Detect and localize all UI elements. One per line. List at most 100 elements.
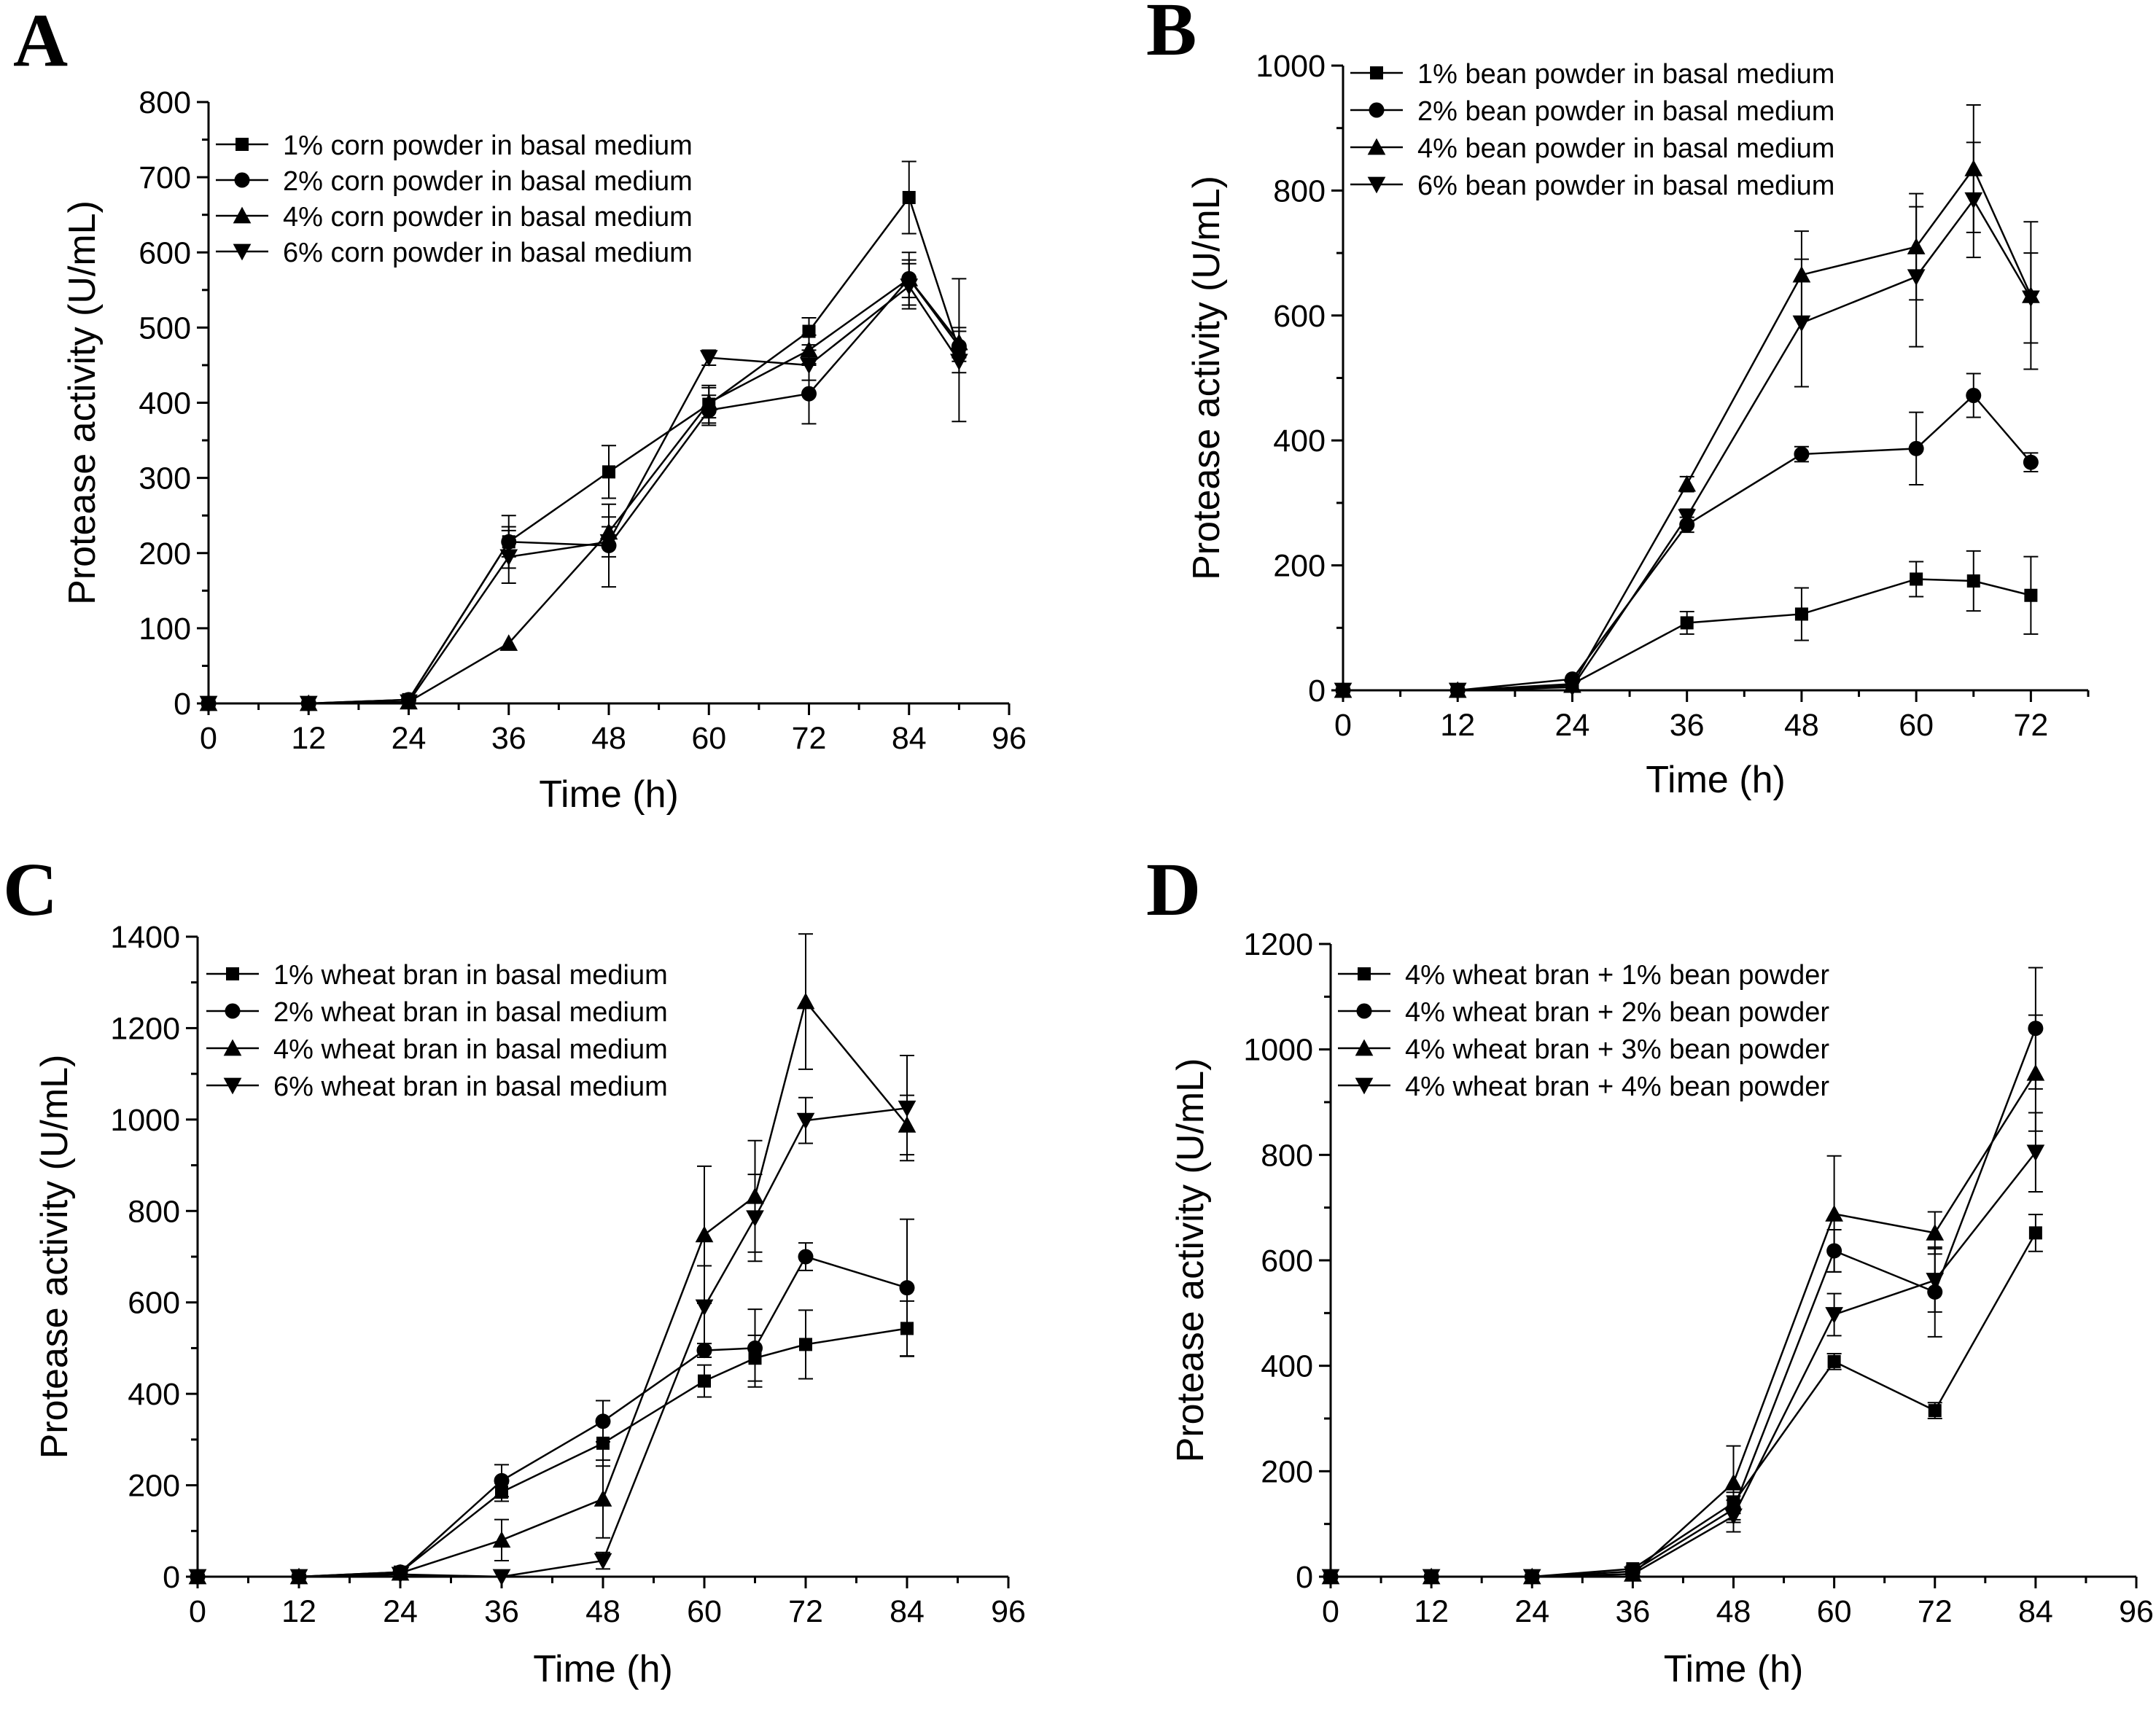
legend-label: 2% corn powder in basal medium	[283, 166, 693, 197]
y-tick-label: 700	[139, 160, 191, 195]
legend-marker	[1370, 66, 1383, 79]
data-point	[2024, 588, 2038, 602]
y-tick-label: 300	[139, 461, 191, 496]
y-tick-label: 400	[128, 1377, 180, 1412]
y-tick-label: 800	[139, 85, 191, 120]
data-point	[594, 1553, 612, 1570]
legend-label: 6% bean powder in basal medium	[1417, 171, 1834, 201]
legend-marker	[1355, 1039, 1374, 1056]
y-tick-label: 0	[1296, 1560, 1313, 1595]
data-point	[199, 695, 218, 713]
legend-label: 4% wheat bran + 4% bean powder	[1405, 1072, 1829, 1102]
data-point	[391, 1566, 410, 1584]
x-tick-label: 0	[200, 721, 217, 756]
chart-panel-c: C 0 200 400 600 800 1000 1200 1400 0 12 24 36 48 60 72 8…	[3, 848, 1026, 1690]
y-axis-title: Protease activity (U/mL)	[34, 1055, 76, 1459]
data-point	[1680, 616, 1694, 630]
x-tick-label: 96	[2119, 1594, 2154, 1629]
x-tick-label: 72	[1918, 1594, 1953, 1629]
legend-label: 4% bean powder in basal medium	[1417, 133, 1834, 164]
data-point	[289, 1569, 308, 1586]
data-point	[801, 386, 817, 402]
panel-letter: B	[1146, 0, 1196, 71]
y-tick-label: 400	[139, 386, 191, 421]
legend-label: 4% wheat bran in basal medium	[273, 1034, 668, 1065]
series-line	[198, 1255, 908, 1578]
series-line	[1331, 1028, 2037, 1578]
legend-marker	[1356, 1003, 1372, 1019]
panel-letter: D	[1146, 848, 1201, 932]
x-tick-label: 24	[383, 1594, 418, 1629]
legend: 1% wheat bran in basal medium 2% wheat br…	[206, 960, 668, 1102]
y-tick-label: 600	[1273, 299, 1326, 334]
data-point	[902, 190, 916, 204]
series-2	[201, 251, 967, 711]
legend-label: 1% corn powder in basal medium	[283, 130, 693, 161]
legend-marker	[1369, 102, 1385, 118]
series-line	[209, 277, 960, 705]
data-point	[1926, 1224, 1945, 1241]
data-point	[699, 394, 718, 410]
data-point	[1792, 315, 1811, 332]
legend-marker	[233, 206, 252, 224]
y-tick-label: 1000	[110, 1103, 180, 1138]
data-point	[602, 465, 615, 479]
data-point	[747, 1340, 763, 1356]
x-tick-label: 48	[585, 1594, 620, 1629]
x-tick-label: 36	[1670, 708, 1705, 743]
data-point	[492, 1569, 511, 1586]
legend: 1% corn powder in basal medium 2% corn po…	[216, 130, 693, 268]
legend-marker	[1367, 176, 1386, 194]
x-tick-label: 72	[2013, 708, 2048, 743]
y-tick-label: 200	[139, 536, 191, 571]
y-tick-label: 800	[1273, 173, 1326, 208]
y-tick-label: 1000	[1256, 49, 1326, 84]
data-point	[698, 1374, 711, 1388]
data-point	[799, 1338, 812, 1351]
legend-label: 4% wheat bran + 2% bean powder	[1405, 997, 1829, 1028]
data-point	[900, 278, 919, 296]
data-point	[1964, 192, 1983, 209]
legend-marker	[1367, 138, 1386, 155]
data-point	[746, 1210, 764, 1228]
y-axis-title: Protease activity (U/mL)	[61, 200, 104, 605]
x-tick-label: 24	[1555, 708, 1590, 743]
data-point	[2026, 1064, 2045, 1081]
series-4	[1334, 141, 2040, 700]
y-tick-label: 500	[139, 311, 191, 346]
series-2	[190, 1218, 915, 1585]
x-tick-label: 48	[1716, 1594, 1751, 1629]
series-line	[1331, 1072, 2036, 1578]
y-tick-label: 200	[128, 1469, 180, 1504]
data-point	[1678, 475, 1697, 492]
series-1	[1336, 550, 2039, 697]
y-tick-label: 100	[139, 612, 191, 647]
legend-marker	[225, 1003, 241, 1019]
x-tick-label: 60	[687, 1594, 722, 1629]
legend-marker	[236, 138, 249, 151]
data-point	[499, 634, 518, 651]
data-point	[1825, 1307, 1843, 1324]
legend-marker	[1355, 1077, 1374, 1095]
x-tick-label: 0	[189, 1594, 206, 1629]
y-tick-label: 600	[139, 235, 191, 270]
data-point	[492, 1531, 511, 1548]
data-point	[1448, 682, 1467, 700]
data-point	[1926, 1273, 1945, 1289]
legend-label: 6% wheat bran in basal medium	[273, 1072, 668, 1102]
chart-panel-b: B 0 200 400 600 800 1000 0 12 24 36 48 60 72 Time (h) P…	[1146, 0, 2090, 801]
series-3	[199, 259, 968, 711]
legend-label: 4% wheat bran + 1% bean powder	[1405, 960, 1829, 991]
x-axis-title: Time (h)	[1646, 759, 1786, 801]
data-point	[696, 1343, 712, 1359]
series-4	[188, 1055, 917, 1586]
x-tick-label: 72	[792, 721, 827, 756]
x-tick-label: 48	[1784, 708, 1819, 743]
data-point	[499, 549, 518, 566]
y-tick-label: 0	[163, 1560, 180, 1595]
y-tick-label: 1400	[110, 920, 180, 955]
series-1	[191, 1300, 914, 1583]
x-tick-label: 60	[691, 721, 726, 756]
data-point	[1966, 387, 1982, 403]
